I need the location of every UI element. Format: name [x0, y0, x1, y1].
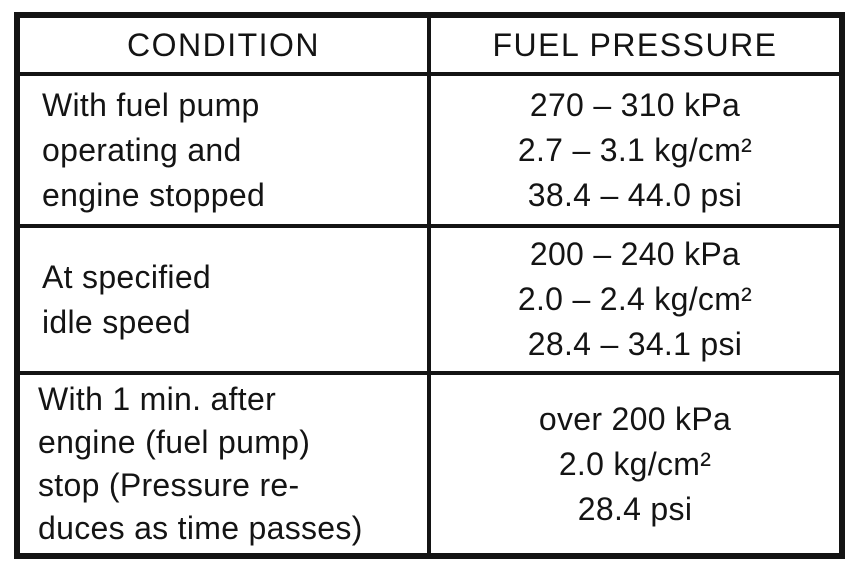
- pressure-line-kgcm2: 2.7 – 3.1 kg/cm²: [517, 131, 753, 168]
- header-label-fuel-pressure: FUEL PRESSURE: [492, 26, 778, 63]
- condition-cell-row-2: At specified idle speed: [20, 228, 431, 375]
- condition-line: stop (Pressure re-: [38, 467, 300, 503]
- condition-line: operating and: [42, 131, 242, 168]
- condition-line: With fuel pump: [42, 86, 260, 123]
- pressure-line-psi: 28.4 psi: [577, 490, 693, 527]
- condition-cell-row-3: With 1 min. after engine (fuel pump) sto…: [20, 375, 431, 553]
- condition-line: engine (fuel pump): [38, 424, 311, 460]
- condition-line: At specified: [42, 258, 212, 295]
- pressure-cell-row-2: 200 – 240 kPa 2.0 – 2.4 kg/cm² 28.4 – 34…: [431, 228, 839, 375]
- header-cell-condition: CONDITION: [20, 18, 431, 76]
- condition-line: duces as time passes): [38, 510, 363, 546]
- pressure-line-kpa: 270 – 310 kPa: [529, 86, 741, 123]
- pressure-line-kpa: over 200 kPa: [538, 400, 732, 437]
- pressure-line-kgcm2: 2.0 kg/cm²: [558, 445, 712, 482]
- fuel-pressure-spec-table: CONDITION FUEL PRESSURE With fuel pump o…: [14, 12, 845, 559]
- pressure-line-kpa: 200 – 240 kPa: [529, 236, 741, 272]
- header-label-condition: CONDITION: [126, 26, 321, 63]
- pressure-cell-row-3: over 200 kPa 2.0 kg/cm² 28.4 psi: [431, 375, 839, 553]
- pressure-line-kgcm2: 2.0 – 2.4 kg/cm²: [517, 281, 753, 317]
- condition-line: With 1 min. after: [38, 381, 277, 417]
- pressure-cell-row-1: 270 – 310 kPa 2.7 – 3.1 kg/cm² 38.4 – 44…: [431, 76, 839, 228]
- condition-line: idle speed: [42, 303, 191, 340]
- header-cell-fuel-pressure: FUEL PRESSURE: [431, 18, 839, 76]
- pressure-line-psi: 28.4 – 34.1 psi: [527, 326, 743, 362]
- condition-cell-row-1: With fuel pump operating and engine stop…: [20, 76, 431, 228]
- condition-line: engine stopped: [42, 176, 266, 213]
- pressure-line-psi: 38.4 – 44.0 psi: [527, 176, 743, 213]
